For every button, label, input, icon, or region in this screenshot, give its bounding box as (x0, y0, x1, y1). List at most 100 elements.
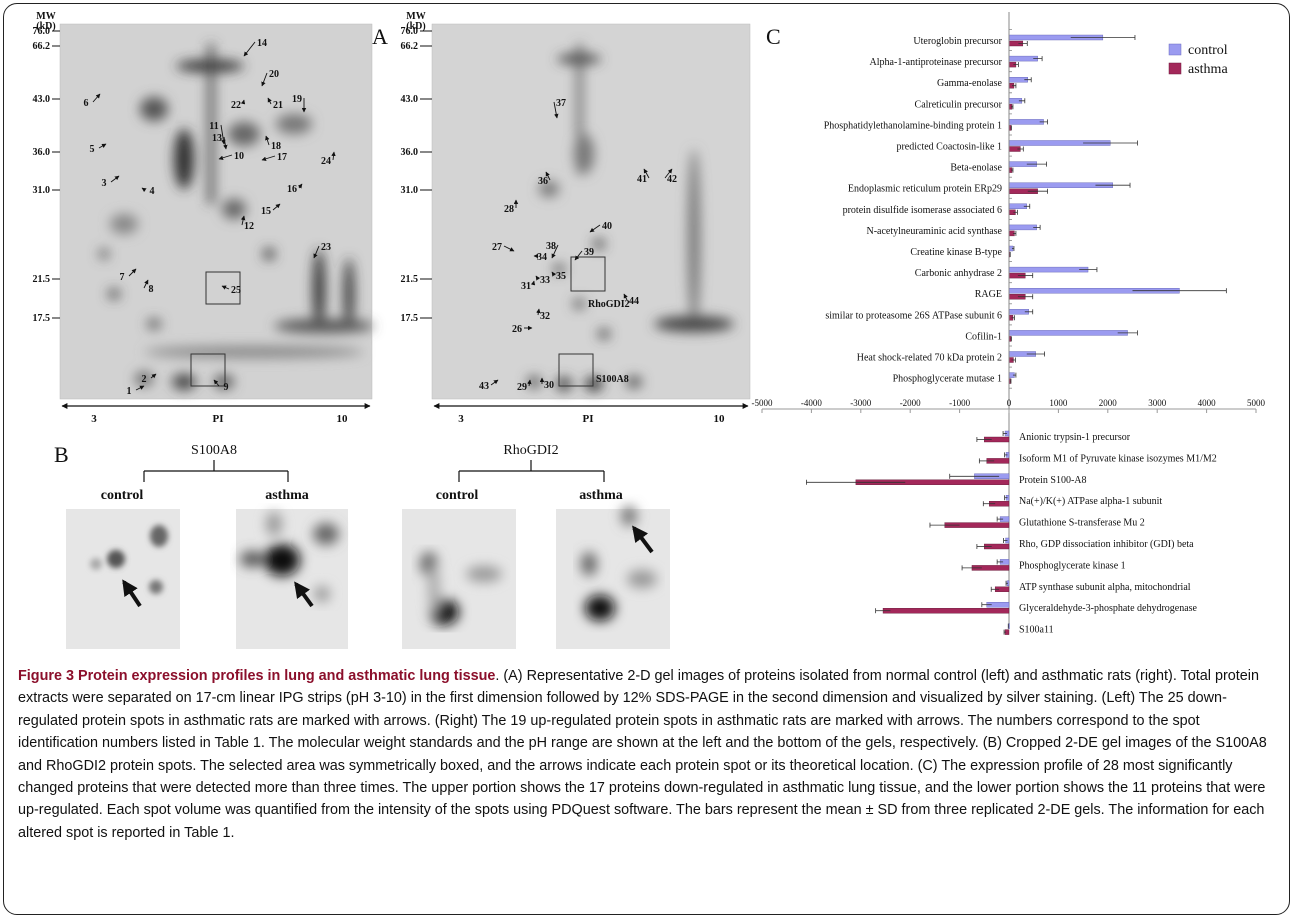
spot-label-2: 2 (142, 374, 147, 385)
spot-label-5: 5 (90, 144, 95, 155)
spot-arrow-4 (141, 187, 147, 193)
pi-left-min: 3 (91, 413, 97, 425)
spot-label-14: 14 (257, 38, 267, 49)
spot-arrow-12 (240, 215, 246, 226)
spot-arrow-2 (150, 373, 157, 379)
category-label: Anionic trypsin-1 precursor (1019, 432, 1131, 443)
mw-label-43.0: 43.0 (401, 94, 419, 105)
gel-right: MW (kD) 76.066.243.036.031.021.517.5 262… (401, 11, 751, 425)
spot-label-38: 38 (546, 241, 556, 252)
spot-label-33: 33 (540, 275, 550, 286)
spot-label-43: 43 (479, 381, 489, 392)
spot-arrow-5 (98, 143, 107, 149)
pi-left-max: 10 (337, 413, 349, 425)
spot-name-rhogdi2: RhoGDI2 (588, 299, 630, 310)
category-label: Rho, GDP dissociation inhibitor (GDI) be… (1019, 539, 1194, 550)
spot-label-7: 7 (120, 272, 125, 283)
spot-arrow-7 (128, 268, 137, 277)
spot-arrow-40 (589, 224, 601, 233)
mw-label-36.0: 36.0 (33, 147, 51, 158)
x-tick-label: 1000 (1049, 398, 1068, 408)
s100a8-control-image (66, 509, 180, 649)
legend: control asthma (1168, 43, 1228, 77)
mw-label-76.0: 76.0 (33, 26, 51, 37)
category-label: Phosphatidylethanolamine-binding protein… (824, 120, 1002, 131)
panel-b: B S100A8 control asthma (54, 442, 670, 649)
category-label: ATP synthase subunit alpha, mitochondria… (1019, 582, 1191, 593)
spot-label-6: 6 (84, 98, 89, 109)
spot-arrow-18 (265, 135, 270, 146)
pi-right-max: 10 (714, 413, 726, 425)
chart-lower: Anionic trypsin-1 precursor Isoform M1 of… (806, 430, 1217, 636)
spot-labels-left: 1234567891011121314151617181920212223242… (84, 38, 336, 397)
mw-label-31.0: 31.0 (401, 185, 419, 196)
caption-title: Figure 3 Protein expression profiles in … (18, 668, 496, 684)
gel-left-spots (99, 44, 374, 390)
spot-arrow-36 (545, 171, 551, 181)
category-label: Na(+)/K(+) ATPase alpha-1 subunit (1019, 496, 1162, 507)
category-label: Uteroglobin precursor (913, 36, 1002, 47)
category-label: Beta-enolase (950, 163, 1002, 174)
spot-label-29: 29 (517, 382, 527, 393)
gel-right-box-s100a8 (558, 353, 594, 387)
spot-label-37: 37 (556, 98, 566, 109)
mw-title-left: MW (36, 11, 55, 22)
category-label: S100a11 (1019, 625, 1054, 636)
mw-unit-right: (kD) (406, 21, 425, 32)
spot-arrow-21 (267, 97, 272, 105)
category-label: Isoform M1 of Pyruvate kinase isozymes M… (1019, 453, 1217, 464)
rhogdi2-title: RhoGDI2 (503, 443, 558, 458)
spot-label-9: 9 (224, 382, 229, 393)
spot-label-36: 36 (538, 176, 548, 187)
mw-label-66.2: 66.2 (33, 41, 51, 52)
spot-label-20: 20 (269, 69, 279, 80)
s100a8-control-label: control (101, 488, 144, 503)
mw-title-right: MW (406, 11, 425, 22)
spot-label-32: 32 (540, 311, 550, 322)
rhogdi2-asthma-label: asthma (579, 488, 623, 503)
spot-name-s100a8: S100A8 (596, 374, 629, 385)
category-label: Creatine kinase B-type (910, 247, 1002, 258)
spot-label-24: 24 (321, 156, 331, 167)
category-label: RAGE (975, 289, 1002, 300)
x-tick-label: -3000 (850, 398, 871, 408)
category-label: Gamma-enolase (937, 78, 1003, 89)
category-label: Endoplasmic reticulum protein ERp29 (848, 184, 1002, 195)
spot-label-23: 23 (321, 242, 331, 253)
control-bar (1008, 330, 1128, 336)
figure-canvas: A (33, 11, 1266, 649)
mw-axis-left: 76.0 66.2 43.0 36.0 31.0 21.5 17.5 (33, 26, 60, 324)
category-label: Cofilin-1 (965, 331, 1002, 342)
spot-label-40: 40 (602, 221, 612, 232)
control-bar (1008, 224, 1037, 231)
spot-label-21: 21 (273, 100, 283, 111)
spot-label-10: 10 (234, 151, 244, 162)
spot-arrow-32 (536, 308, 541, 316)
panel-a-label: A (372, 24, 388, 49)
x-tick-label: 4000 (1198, 398, 1217, 408)
spot-labels-right: 26 27 28 29 30 31 32 33 34 35 36 37 38 39 40 41 42 43 44 (479, 98, 677, 393)
x-tick-label: 2000 (1099, 398, 1118, 408)
x-tick-label: -5000 (752, 398, 773, 408)
spot-label-26: 26 (512, 324, 522, 335)
spot-label-31: 31 (521, 281, 531, 292)
spot-label-39: 39 (584, 247, 594, 258)
spot-label-30: 30 (544, 380, 554, 391)
rhogdi2-bracket (458, 460, 605, 482)
legend-label-asthma: asthma (1188, 62, 1228, 77)
mw-label-66.2: 66.2 (401, 41, 419, 52)
spot-label-22: 22 (231, 100, 241, 111)
spot-label-25: 25 (231, 285, 241, 296)
spot-arrow-41 (643, 168, 650, 179)
spot-arrow-29 (527, 379, 532, 387)
chart-x-axis: -5000 -4000 -3000 -2000 -1000 0 1000 2000 3000 40… (752, 12, 1266, 629)
spot-arrow-24 (331, 151, 336, 161)
spot-label-42: 42 (667, 174, 677, 185)
spot-arrow-43 (490, 379, 499, 386)
x-tick-label: -2000 (900, 398, 921, 408)
category-label: N-acetylneuraminic acid synthase (867, 226, 1003, 237)
category-label: Phosphoglycerate mutase 1 (893, 374, 1002, 385)
spot-arrow-20 (261, 72, 268, 87)
category-label: Protein S100-A8 (1019, 475, 1087, 486)
spot-label-16: 16 (287, 184, 297, 195)
